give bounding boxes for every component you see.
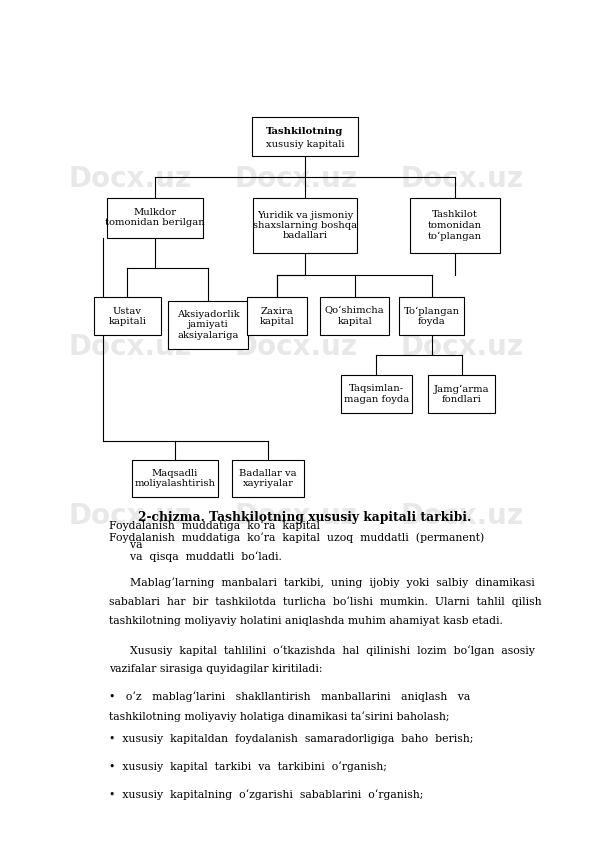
Text: va: va [109,540,146,550]
Text: •  xususiy  kapital  tarkibi  va  tarkibini  o‘rganish;: • xususiy kapital tarkibi va tarkibini o… [109,762,387,772]
FancyBboxPatch shape [252,117,358,156]
Text: Zaxira
kapital: Zaxira kapital [260,306,295,326]
FancyBboxPatch shape [168,301,249,349]
FancyBboxPatch shape [107,198,203,237]
FancyBboxPatch shape [248,297,307,335]
Text: To‘plangan
foyda: To‘plangan foyda [403,306,460,326]
Text: tashkilotning moliyaviy holatini aniqlashda muhim ahamiyat kasb etadi.: tashkilotning moliyaviy holatini aniqlas… [109,616,503,626]
Text: Maqsadli
moliyalashtirish: Maqsadli moliyalashtirish [134,469,215,488]
FancyBboxPatch shape [399,297,464,335]
Text: Tashkilot
tomonidan
to‘plangan: Tashkilot tomonidan to‘plangan [428,210,482,241]
Text: •   o‘z   mablag‘larini   shakllantirish   manballarini   aniqlash   va: • o‘z mablag‘larini shakllantirish manba… [109,691,470,702]
Text: Aksiyadorlik
jamiyati
aksiyalariga: Aksiyadorlik jamiyati aksiyalariga [177,310,239,339]
Text: Docx.uz: Docx.uz [68,165,191,193]
Text: Docx.uz: Docx.uz [400,333,523,361]
Text: Docx.uz: Docx.uz [400,165,523,193]
Text: Ustav
kapitali: Ustav kapitali [108,306,146,326]
Text: Qo‘shimcha
kapital: Qo‘shimcha kapital [325,306,384,326]
Text: Docx.uz: Docx.uz [68,333,191,361]
FancyBboxPatch shape [428,376,495,413]
Text: va  qisqa  muddatli  bo‘ladi.: va qisqa muddatli bo‘ladi. [109,552,282,562]
Text: Docx.uz: Docx.uz [68,502,191,530]
Text: Tashkilotning: Tashkilotning [266,127,344,136]
Text: vazifalar sirasiga quyidagilar kiritiladi:: vazifalar sirasiga quyidagilar kiritilad… [109,664,322,674]
FancyBboxPatch shape [410,198,500,253]
Text: 2-chizma. Tashkilotning xususiy kapitali tarkibi.: 2-chizma. Tashkilotning xususiy kapitali… [138,511,472,524]
Text: sabablari  har  bir  tashkilotda  turlicha  bo‘lishi  mumkin.  Ularni  tahlil  q: sabablari har bir tashkilotda turlicha b… [109,596,541,607]
Text: Xususiy  kapital  tahlilini  o‘tkazishda  hal  qilinishi  lozim  bo‘lgan  asosiy: Xususiy kapital tahlilini o‘tkazishda ha… [109,645,535,656]
FancyBboxPatch shape [320,297,389,335]
Text: Docx.uz: Docx.uz [234,333,357,361]
Text: tashkilotning moliyaviy holatiga dinamikasi ta‘sirini baholash;: tashkilotning moliyaviy holatiga dinamik… [109,711,449,722]
FancyBboxPatch shape [253,198,357,253]
Text: Badallar va
xayriyalar: Badallar va xayriyalar [239,469,297,488]
Text: Docx.uz: Docx.uz [400,502,523,530]
Text: Jamg‘arma
fondlari: Jamg‘arma fondlari [434,384,490,404]
Text: Foydalanish  muddatiga  ko‘ra  kapital: Foydalanish muddatiga ko‘ra kapital [109,520,327,531]
Text: •  xususiy  kapitalning  o‘zgarishi  sabablarini  o‘rganish;: • xususiy kapitalning o‘zgarishi sababla… [109,789,423,800]
Text: Docx.uz: Docx.uz [234,165,357,193]
Text: Mulkdor
tomonidan berilgan: Mulkdor tomonidan berilgan [105,208,205,227]
Text: Foydalanish  muddatiga  ko‘ra  kapital  uzoq  muddatli  (permanent): Foydalanish muddatiga ko‘ra kapital uzoq… [109,532,484,543]
FancyBboxPatch shape [132,460,218,497]
Text: xususiy kapitali: xususiy kapitali [265,140,345,149]
Text: Yuridik va jismoniy
shaxslarning boshqa
badallari: Yuridik va jismoniy shaxslarning boshqa … [253,210,357,241]
FancyBboxPatch shape [341,376,412,413]
FancyBboxPatch shape [94,297,161,335]
Text: Taqsimlan-
magan foyda: Taqsimlan- magan foyda [344,385,409,404]
Text: •  xususiy  kapitaldan  foydalanish  samaradorligiga  baho  berish;: • xususiy kapitaldan foydalanish samarad… [109,734,474,744]
FancyBboxPatch shape [232,460,304,497]
Text: Mablag‘larning  manbalari  tarkibi,  uning  ijobiy  yoki  salbiy  dinamikasi: Mablag‘larning manbalari tarkibi, uning … [109,577,535,588]
Text: Docx.uz: Docx.uz [234,502,357,530]
